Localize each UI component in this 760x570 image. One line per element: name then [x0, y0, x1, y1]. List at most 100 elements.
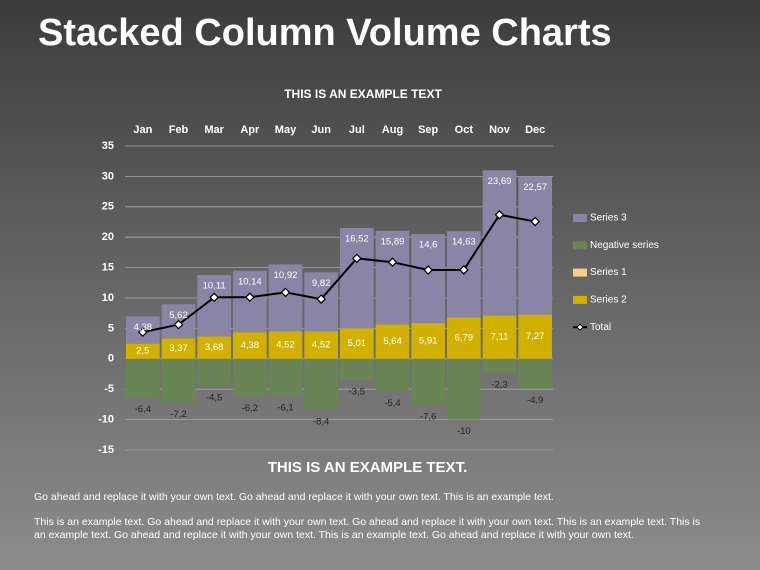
- data-label: 10,92: [274, 270, 298, 281]
- bar: [126, 358, 160, 398]
- x-tick-label: Dec: [525, 124, 545, 136]
- legend-swatch: [573, 295, 587, 304]
- bar: [340, 328, 374, 359]
- data-label: -4,5: [206, 393, 222, 404]
- marker: [458, 265, 469, 275]
- data-label: 7,27: [526, 331, 545, 342]
- x-tick-label: Aug: [382, 124, 403, 136]
- bar: [482, 315, 517, 359]
- data-label: 4,38: [134, 322, 153, 333]
- bar: [375, 358, 410, 392]
- y-tick-label: -10: [98, 414, 114, 426]
- legend-swatch: [573, 214, 587, 222]
- y-tick-label: 35: [102, 140, 114, 152]
- data-label: -6,2: [242, 403, 258, 414]
- chart-title: THIS IS AN EXAMPLE TEXT: [284, 87, 442, 101]
- y-tick-label: 10: [102, 292, 114, 304]
- marker: [530, 216, 541, 227]
- bar: [268, 264, 303, 332]
- x-tick-label: Nov: [489, 124, 511, 136]
- data-label: 15,89: [381, 236, 405, 247]
- x-tick-label: Jul: [349, 124, 365, 136]
- x-tick-label: Sep: [418, 124, 438, 136]
- data-label: 16,52: [345, 234, 369, 245]
- data-label: 14,63: [452, 237, 476, 248]
- data-label: 3,37: [169, 343, 188, 354]
- data-label: -7,6: [420, 412, 436, 423]
- data-label: 5,64: [383, 336, 402, 347]
- data-label: 14,6: [419, 240, 438, 251]
- bar: [340, 228, 374, 329]
- bar: [126, 343, 160, 359]
- marker: [316, 294, 327, 304]
- marker: [244, 292, 255, 302]
- line: [142, 213, 536, 334]
- bar: [233, 332, 267, 359]
- data-label: 2,5: [136, 346, 149, 357]
- bar: [268, 331, 303, 359]
- data-label: 23,69: [488, 176, 512, 187]
- legend-label: Total: [590, 322, 611, 333]
- marker: [173, 319, 184, 330]
- marker: [387, 257, 398, 268]
- bar: [304, 331, 338, 359]
- bar: [375, 230, 410, 325]
- data-label: 22,57: [523, 182, 547, 193]
- data-label: 5,91: [419, 335, 438, 346]
- y-tick-label: 20: [102, 231, 114, 243]
- y-tick-label: 5: [108, 322, 114, 334]
- data-label: -5,4: [384, 398, 400, 409]
- bar: [447, 358, 481, 420]
- legend-marker: [576, 323, 584, 331]
- data-label: 4,38: [241, 340, 260, 351]
- x-tick-label: Jan: [133, 124, 152, 136]
- data-label: 6,79: [455, 333, 474, 344]
- bar: [518, 314, 552, 359]
- y-tick-label: 30: [102, 170, 114, 182]
- bar: [161, 338, 196, 359]
- data-label: -10: [457, 426, 471, 437]
- legend-swatch: [573, 241, 587, 250]
- y-tick-label: 25: [102, 201, 114, 213]
- marker: [351, 253, 362, 264]
- data-label: 5,62: [169, 310, 188, 321]
- bar: [518, 176, 552, 315]
- y-tick-label: -15: [98, 444, 114, 456]
- marker: [280, 287, 291, 298]
- marker: [494, 209, 505, 220]
- x-tick-label: May: [275, 124, 297, 136]
- x-tick-label: Jun: [311, 124, 331, 136]
- bar: [197, 336, 231, 359]
- legend-label: Series 1: [590, 267, 627, 278]
- bar: [411, 358, 445, 406]
- bar: [518, 358, 552, 389]
- paragraph: Go ahead and replace it with your own te…: [34, 491, 554, 503]
- bar: [268, 358, 303, 396]
- bar: [482, 358, 517, 373]
- legend-label: Series 3: [590, 213, 627, 224]
- data-label: -7,2: [170, 409, 186, 420]
- legend-label: Series 2: [590, 295, 627, 306]
- bar: [482, 170, 517, 316]
- paragraph: This is an example text. Go ahead and re…: [34, 516, 701, 541]
- data-label: -6,4: [135, 404, 151, 415]
- data-label: -2,3: [491, 379, 507, 390]
- marker: [423, 265, 434, 275]
- legend-label: Negative series: [590, 240, 659, 251]
- bar: [411, 322, 445, 359]
- bar: [197, 358, 231, 387]
- bar: [375, 324, 410, 359]
- data-label: 4,52: [312, 340, 331, 351]
- y-tick-label: 15: [102, 262, 114, 274]
- bar: [233, 358, 267, 397]
- slide-title: Stacked Column Volume Charts: [38, 12, 612, 54]
- data-label: -8,4: [313, 416, 329, 427]
- y-tick-label: 0: [108, 353, 114, 365]
- bar: [161, 358, 196, 403]
- x-tick-label: Mar: [204, 124, 224, 136]
- data-label: 5,01: [348, 338, 367, 349]
- legend-swatch: [573, 268, 587, 277]
- bar: [340, 358, 374, 381]
